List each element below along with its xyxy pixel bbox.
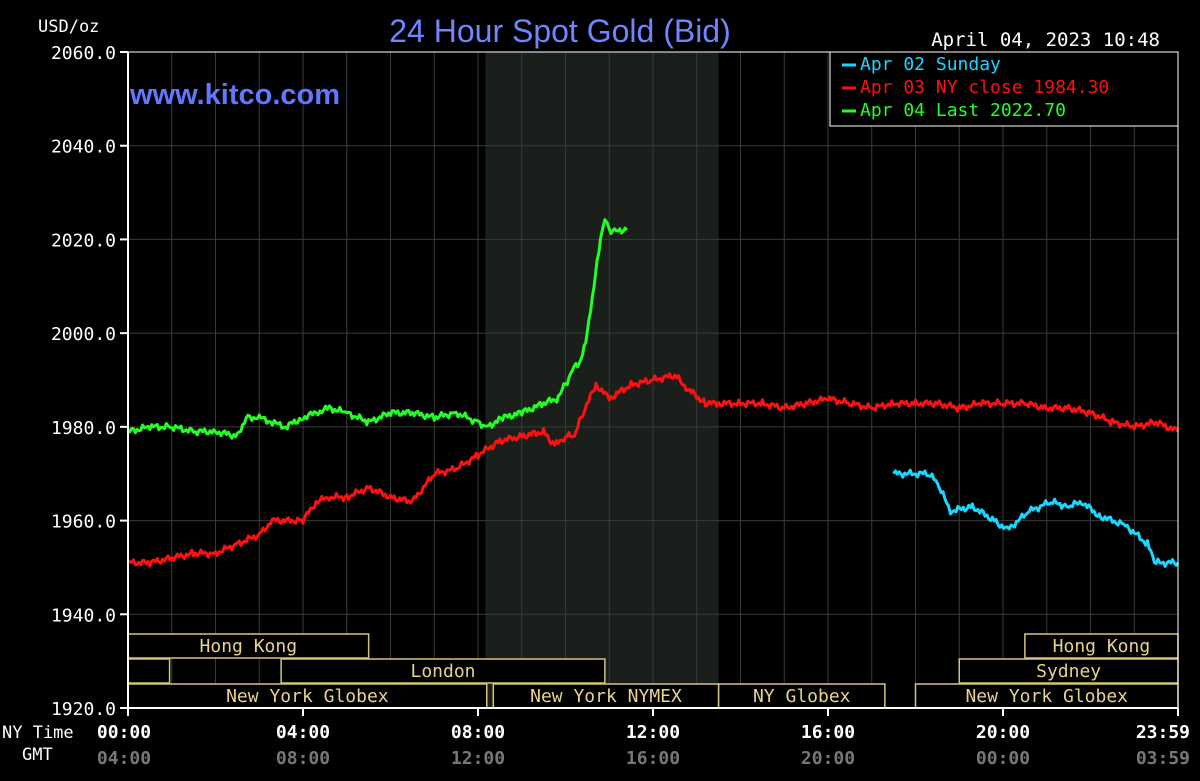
highlight-band-rect: [485, 52, 719, 708]
y-tick-label: 2060.0: [51, 43, 116, 64]
x-tick-label-gmt: 12:00: [451, 748, 505, 769]
x-tick-label-ny: 16:00: [801, 722, 855, 743]
session-box: [280, 658, 606, 684]
series-lines: [126, 218, 1180, 568]
session-label: New York Globex: [226, 686, 389, 707]
x-tick-label-ny: 12:00: [626, 722, 680, 743]
session-box: [717, 683, 886, 709]
legend-label: Apr 03 NY close 1984.30: [860, 77, 1109, 98]
session-box: [127, 633, 370, 659]
legend-label: Apr 04 Last 2022.70: [860, 100, 1066, 121]
session-box: [127, 683, 488, 709]
y-tick-label: 1920.0: [51, 699, 116, 720]
x-tick-labels: 00:00 04:00 04:00 08:00 08:00 12:00 12:00 16:00…: [97, 708, 1190, 769]
series-line-2: [127, 372, 1180, 568]
datetime-label: April 04, 2023 10:48: [931, 29, 1160, 51]
x-tick-label-gmt: 20:00: [801, 748, 855, 769]
watermark: www.kitco.com: [129, 79, 340, 111]
x-tick-label-gmt: 08:00: [276, 748, 330, 769]
x-tick-label-ny: 04:00: [276, 722, 330, 743]
y-tick-label: 2020.0: [51, 230, 116, 251]
session-label: New York Globex: [965, 686, 1128, 707]
ny-time-label: NY Time: [2, 723, 74, 743]
y-tick-labels: 1920.0 1940.0 1960.0 1980.0 2000.0 2020.0 2040…: [51, 43, 128, 720]
session-box: [958, 658, 1179, 684]
session-label: Hong Kong: [1053, 636, 1151, 657]
gmt-label: GMT: [22, 745, 53, 765]
session-label: NY Globex: [753, 686, 851, 707]
y-tick-label: 1980.0: [51, 418, 116, 439]
y-tick-label: 2040.0: [51, 137, 116, 158]
y-tick-label: 1960.0: [51, 512, 116, 533]
session-box: [914, 683, 1179, 709]
unit-label: USD/oz: [38, 17, 99, 37]
chart-title: 24 Hour Spot Gold (Bid): [389, 13, 731, 49]
session-box: [492, 683, 720, 709]
session-box: [127, 658, 171, 684]
session-label: Sydney: [1036, 661, 1101, 682]
x-tick-label-gmt: 04:00: [97, 748, 151, 769]
legend-box: [829, 51, 1179, 127]
session-label: New York NYMEX: [530, 686, 682, 707]
market-sessions: Hong Kong London New York Globex New York N…: [127, 633, 1179, 709]
grid: [128, 52, 1178, 708]
legend-label: Apr 02 Sunday: [860, 54, 1001, 75]
series-line-3: [126, 218, 628, 440]
x-tick-label-ny: 00:00: [97, 722, 151, 743]
y-tick-label: 1940.0: [51, 605, 116, 626]
session-label: London: [410, 661, 475, 682]
x-tick-label-gmt: 00:00: [976, 748, 1030, 769]
y-tick-label: 2000.0: [51, 324, 116, 345]
session-box: [1024, 633, 1179, 659]
x-tick-label-ny: 20:00: [976, 722, 1030, 743]
x-tick-label-gmt: 16:00: [626, 748, 680, 769]
highlight-band: [485, 52, 719, 708]
x-tick-label-ny: 08:00: [451, 722, 505, 743]
session-label: Hong Kong: [200, 636, 298, 657]
x-tick-label-ny: 23:59: [1136, 722, 1190, 743]
x-tick-label-gmt: 03:59: [1136, 748, 1190, 769]
series-line-1: [892, 468, 1180, 568]
